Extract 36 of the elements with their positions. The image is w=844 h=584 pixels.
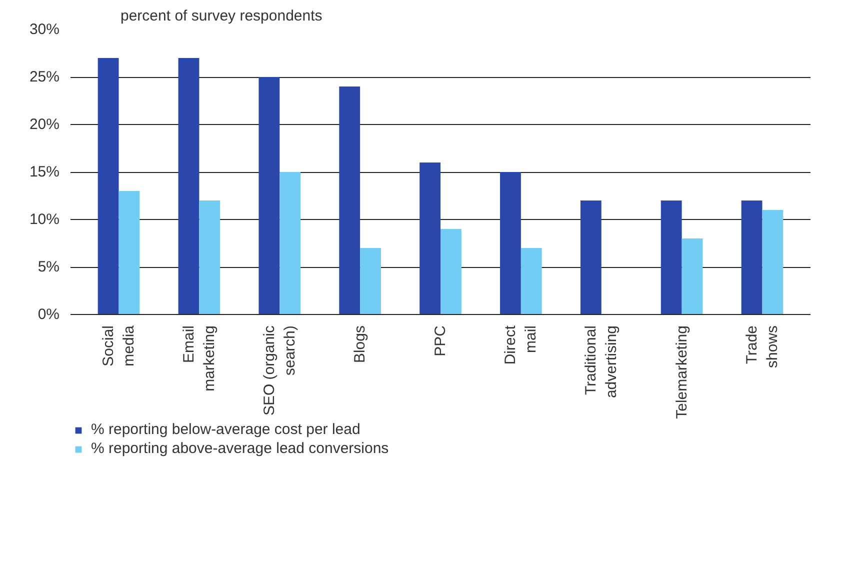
bar — [258, 77, 280, 314]
y-axis-title: percent of survey respondents — [120, 8, 322, 24]
bar — [762, 210, 784, 314]
y-tick-label: 15% — [29, 164, 60, 180]
y-tick-label: 10% — [29, 211, 60, 228]
bar — [440, 229, 462, 314]
legend-label: % reporting below-average cost per lead — [91, 421, 360, 438]
x-tick-label: Direct mail — [502, 324, 540, 365]
bar — [660, 200, 682, 314]
bar — [118, 191, 140, 314]
bar — [500, 172, 521, 314]
bar — [199, 200, 220, 314]
x-tick-label: Traditional advertising — [582, 325, 620, 398]
bar — [520, 248, 542, 314]
x-tick-label: Trade shows — [744, 325, 781, 368]
bar — [580, 200, 602, 314]
x-tick-label: Social media — [100, 324, 138, 366]
bar — [280, 172, 301, 314]
y-tick-label: 30% — [29, 21, 60, 38]
x-tick-label: Telemarketing — [673, 325, 690, 419]
bar — [420, 162, 440, 314]
bar — [360, 248, 381, 314]
x-tick-label: Blogs — [352, 325, 369, 364]
y-tick-label: 5% — [38, 258, 60, 276]
bar — [339, 86, 360, 314]
x-tick-label: Email marketing — [180, 325, 218, 392]
bar — [741, 200, 762, 314]
bar — [98, 58, 119, 314]
legend-label: % reporting above-average lead conversions — [91, 440, 389, 457]
bar — [682, 238, 703, 314]
x-tick-label: PPC — [432, 325, 449, 356]
x-tick-label: SEO (organic search) — [260, 325, 298, 416]
y-tick-label: 0% — [38, 306, 60, 323]
y-tick-label: 20% — [29, 116, 60, 133]
bar — [178, 58, 200, 314]
y-tick-label: 25% — [29, 68, 60, 86]
